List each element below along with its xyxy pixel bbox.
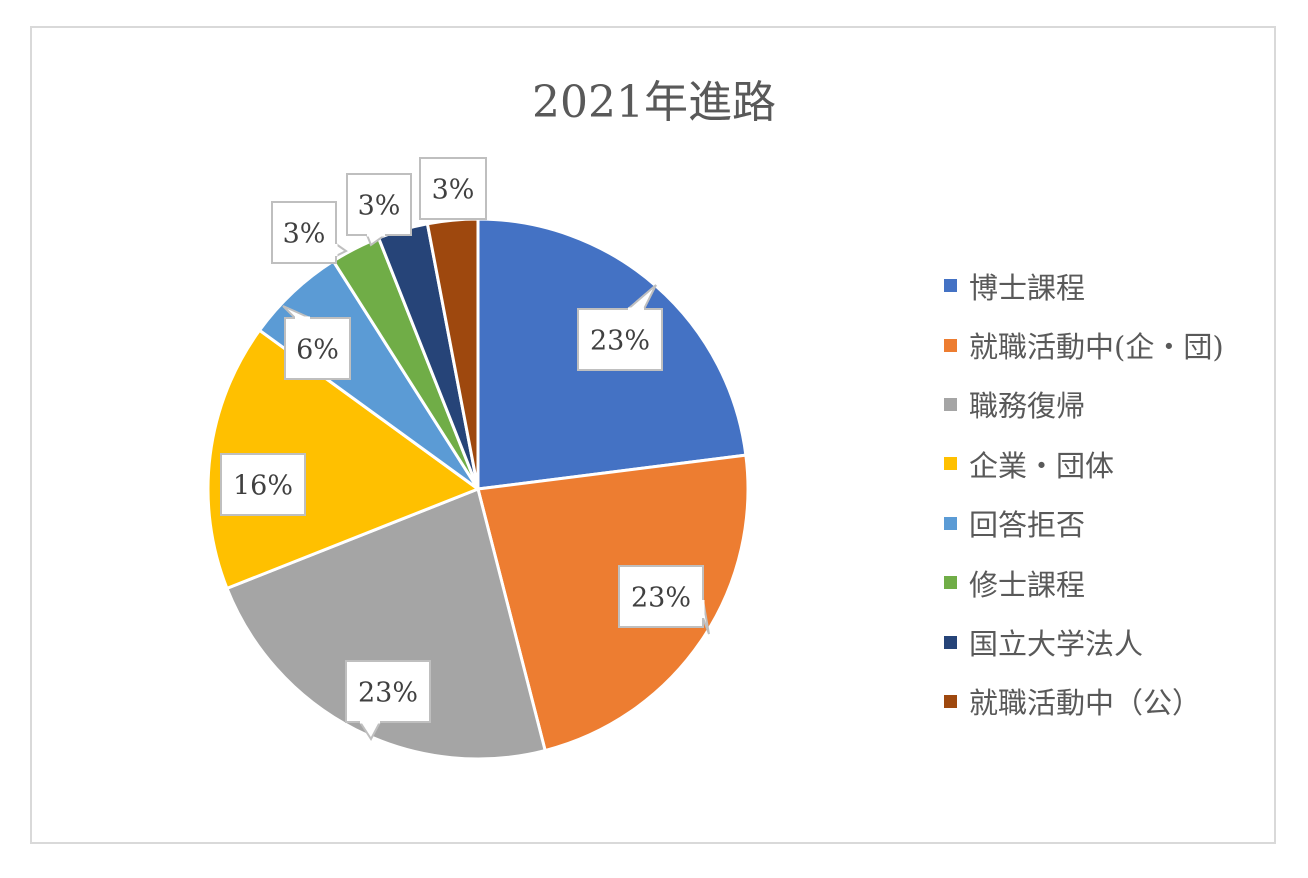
callout-box xyxy=(618,565,704,628)
data-label-text: 23% xyxy=(631,583,691,614)
callout-box xyxy=(345,660,431,723)
data-label-6: 3% xyxy=(271,201,348,264)
data-label-text: 3% xyxy=(432,175,475,206)
legend: 博士課程就職活動中(企・団) 職務復帰企業・団体回答拒否修士課程国立大学法人就職活… xyxy=(944,256,1224,731)
legend-swatch xyxy=(944,338,957,352)
pie-slice-4 xyxy=(206,328,480,590)
callout-box xyxy=(220,453,306,516)
legend-swatch xyxy=(944,576,957,590)
data-label-text: 23% xyxy=(590,326,650,357)
pie-slice-3 xyxy=(225,487,547,761)
callout-box xyxy=(577,308,663,371)
legend-swatch xyxy=(944,694,957,708)
callout-box xyxy=(271,201,337,264)
legend-swatch xyxy=(944,279,957,293)
legend-swatch xyxy=(944,457,957,471)
legend-item-2: 就職活動中(企・団) xyxy=(944,315,1224,374)
data-label-1: 23% xyxy=(577,284,663,371)
legend-item-3: 職務復帰 xyxy=(944,375,1224,434)
callout-box xyxy=(284,317,351,380)
legend-label: 回答拒否 xyxy=(969,508,1086,543)
legend-item-4: 企業・団体 xyxy=(944,434,1224,493)
callout-box xyxy=(419,157,487,220)
data-label-text: 3% xyxy=(283,219,326,250)
legend-label: 企業・団体 xyxy=(969,448,1115,483)
legend-label: 就職活動中(企・団) xyxy=(969,330,1224,365)
data-labels: 23% 23% 23% 16% 6% 3% 3% 3% xyxy=(220,157,710,741)
legend-label: 修士課程 xyxy=(969,567,1086,602)
data-label-7: 3% xyxy=(346,173,412,247)
legend-swatch xyxy=(944,397,957,411)
legend-swatch xyxy=(944,635,957,649)
chart-title: 2021年進路 xyxy=(532,77,776,128)
callout-box xyxy=(346,173,412,236)
pie-slices xyxy=(206,217,750,761)
legend-item-7: 国立大学法人 xyxy=(944,612,1224,671)
legend-label: 職務復帰 xyxy=(969,389,1086,424)
legend-item-5: 回答拒否 xyxy=(944,494,1224,553)
data-label-2: 23% xyxy=(618,565,710,635)
legend-item-1: 博士課程 xyxy=(944,256,1224,315)
data-label-8: 3% xyxy=(419,157,487,220)
legend-label: 就職活動中（公） xyxy=(969,686,1202,721)
data-label-4: 16% xyxy=(220,453,306,516)
data-label-text: 23% xyxy=(358,678,418,709)
legend-swatch xyxy=(944,516,957,530)
legend-label: 博士課程 xyxy=(969,270,1086,305)
data-label-text: 16% xyxy=(233,471,293,502)
data-label-5: 6% xyxy=(282,305,351,380)
legend-item-6: 修士課程 xyxy=(944,553,1224,612)
pie-slice-2 xyxy=(476,453,750,753)
data-label-text: 3% xyxy=(358,191,401,222)
data-label-3: 23% xyxy=(345,660,431,741)
data-label-text: 6% xyxy=(296,335,339,366)
legend-label: 国立大学法人 xyxy=(969,627,1144,662)
legend-item-8: 就職活動中（公） xyxy=(944,672,1224,731)
